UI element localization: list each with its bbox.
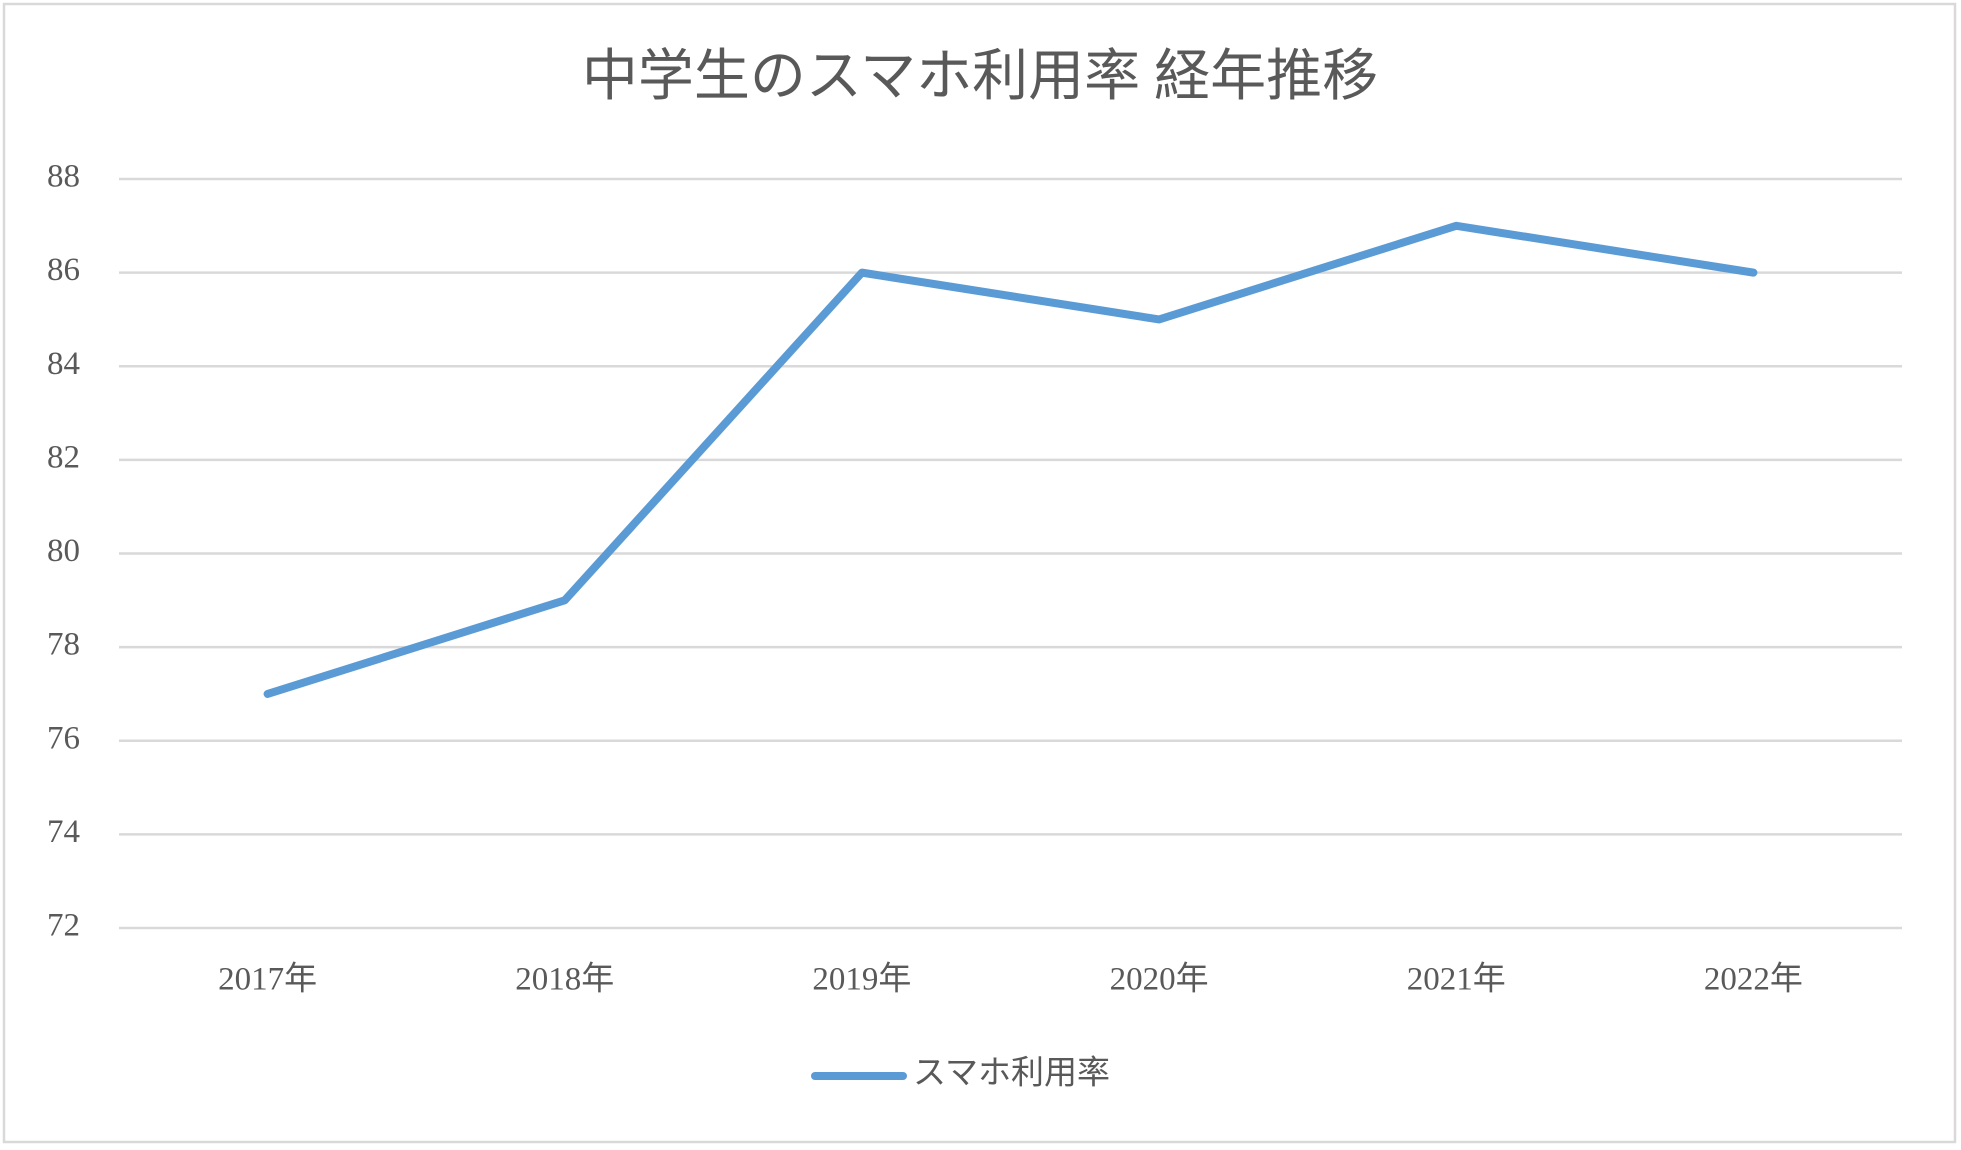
y-tick-label: 72 (47, 908, 80, 944)
legend-label: スマホ利用率 (913, 1055, 1110, 1092)
x-tick-label: 2020年 (1110, 961, 1209, 998)
y-tick-label: 88 (47, 159, 80, 195)
x-tick-label: 2022年 (1704, 961, 1803, 998)
line (263, 221, 1758, 698)
y-tick-label: 78 (47, 627, 80, 663)
x-tick-label: 2017年 (218, 961, 317, 998)
y-tick-label: 74 (47, 814, 80, 850)
y-tick-label: 84 (47, 346, 80, 382)
chart-title: 中学生のスマホ利用率 経年推移 (582, 46, 1378, 108)
x-tick-label: 2021年 (1407, 961, 1506, 998)
y-tick-label: 82 (47, 439, 80, 475)
y-tick-label: 80 (47, 533, 80, 569)
y-tick-label: 76 (47, 720, 80, 756)
x-tick-label: 2019年 (812, 961, 911, 998)
x-tick-label: 2018年 (515, 961, 614, 998)
y-tick-label: 86 (47, 252, 80, 288)
